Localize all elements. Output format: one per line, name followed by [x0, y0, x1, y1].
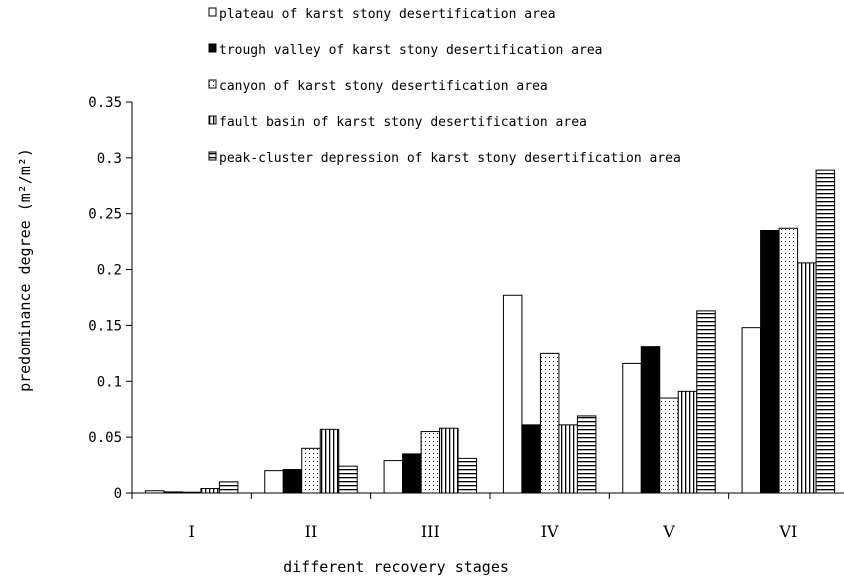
- bar: [301, 447, 321, 494]
- bar: [539, 352, 560, 494]
- bar: [576, 415, 597, 494]
- bar: [319, 428, 340, 494]
- x-category-label: V: [662, 522, 675, 541]
- y-axis-title: predominance degree (m²/m²): [16, 148, 34, 392]
- x-category-label: VI: [778, 522, 797, 541]
- legend-label: plateau of karst stony desertification a…: [219, 7, 556, 22]
- legend-swatch: [208, 7, 217, 17]
- bar: [420, 431, 441, 494]
- legend-label: fault basin of karst stony desertificati…: [219, 115, 587, 130]
- bar: [338, 465, 358, 494]
- bar: [383, 460, 404, 494]
- y-tick-label: 0.3: [97, 151, 122, 167]
- bar: [402, 453, 422, 494]
- bar: [521, 424, 541, 494]
- bar: [797, 262, 817, 494]
- bar: [558, 424, 578, 494]
- bar: [760, 229, 780, 494]
- y-tick-label: 0.25: [88, 207, 122, 223]
- y-tick-label: 0.05: [88, 430, 122, 446]
- bars: [144, 169, 836, 494]
- legend-label: peak-cluster depression of karst stony d…: [219, 151, 681, 166]
- bar: [677, 390, 698, 494]
- bar: [457, 457, 478, 494]
- y-tick-label: 0.35: [88, 95, 122, 111]
- y-tick-label: 0.15: [88, 318, 122, 334]
- bar: [218, 481, 239, 494]
- bar: [264, 470, 284, 494]
- bar: [815, 169, 836, 494]
- y-tick-label: 0.1: [97, 374, 122, 390]
- bar: [282, 469, 303, 494]
- legend: plateau of karst stony desertification a…: [208, 7, 681, 166]
- legend-swatch: [208, 151, 217, 161]
- x-axis-title: different recovery stages: [283, 558, 509, 576]
- y-axis: 0 0.05 0.1 0.15 0.2 0.25 0.3 0.35: [88, 95, 133, 502]
- bar: [741, 327, 762, 494]
- bar: [622, 362, 642, 494]
- x-category-label: II: [305, 522, 318, 541]
- bar: [439, 427, 459, 494]
- legend-swatch: [208, 43, 217, 53]
- bar: [200, 488, 220, 494]
- y-tick-label: 0: [114, 486, 122, 502]
- bar: [696, 310, 716, 494]
- bar: [144, 490, 165, 494]
- x-category-label: IV: [541, 522, 559, 541]
- bar: [181, 491, 202, 494]
- bar: [163, 491, 183, 494]
- bar: [502, 294, 523, 494]
- legend-label: canyon of karst stony desertification ar…: [219, 79, 548, 94]
- y-tick-label: 0.2: [97, 263, 122, 279]
- bar: [659, 397, 679, 494]
- legend-swatch: [208, 115, 217, 125]
- legend-label: trough valley of karst stony desertifica…: [219, 43, 603, 58]
- x-axis: I II III IV V VI: [131, 492, 844, 541]
- bar: [640, 346, 661, 494]
- bar: [778, 227, 799, 494]
- x-category-label: I: [189, 522, 195, 541]
- x-category-label: III: [421, 522, 440, 541]
- legend-swatch: [208, 79, 217, 89]
